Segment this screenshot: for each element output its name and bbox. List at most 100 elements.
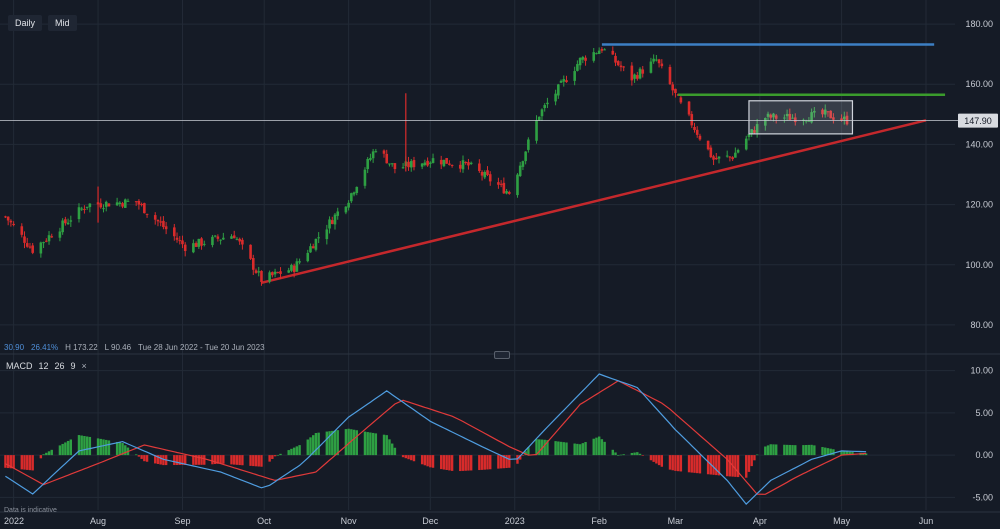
candle-body — [200, 238, 203, 246]
time-tick-label: 2023 — [505, 516, 525, 526]
candle-body — [483, 171, 487, 178]
candle-body — [317, 237, 320, 239]
candle-body — [58, 231, 62, 238]
macd-histogram-bar — [374, 433, 378, 456]
candle-body — [753, 130, 756, 133]
candle-body — [194, 243, 198, 247]
macd-histogram-bar — [728, 455, 732, 477]
macd-histogram-bar — [137, 455, 141, 457]
macd-histogram-bar — [652, 455, 655, 462]
candle-body — [810, 112, 813, 123]
macd-histogram-bar — [154, 455, 157, 464]
candle-body — [788, 113, 792, 120]
candle-body — [77, 207, 81, 220]
macd-label: MACD — [6, 361, 33, 371]
candle-body — [543, 105, 547, 109]
candle-body — [61, 220, 64, 233]
candle-body — [785, 113, 789, 117]
macd-slow: 26 — [54, 361, 65, 371]
macd-histogram-bar — [469, 455, 473, 471]
candle-body — [107, 203, 111, 207]
candle-body — [20, 226, 24, 235]
macd-histogram-bar — [573, 443, 576, 456]
macd-histogram-bar — [821, 447, 824, 456]
macd-histogram-bar — [344, 429, 348, 456]
macd-histogram-bar — [28, 455, 32, 471]
candle-body — [355, 186, 359, 193]
candle-body — [83, 208, 86, 210]
macd-histogram-bar — [715, 455, 718, 476]
macd-histogram-bar — [633, 452, 636, 456]
macd-histogram-bar — [363, 431, 367, 456]
candle-body — [772, 113, 775, 118]
macd-histogram-bar — [505, 455, 508, 468]
toolbar: Daily Mid — [8, 15, 77, 31]
candle-body — [371, 151, 375, 159]
candle-body — [390, 163, 394, 165]
candle-body — [295, 261, 299, 272]
consolidation-box — [748, 100, 854, 135]
macd-histogram-bar — [600, 439, 604, 456]
candle-body — [393, 163, 397, 170]
macd-histogram-bar — [121, 442, 124, 456]
candle-body — [497, 182, 500, 185]
candle-body — [412, 160, 416, 168]
candle-body — [736, 150, 740, 153]
time-tick-label: Sep — [174, 516, 190, 526]
macd-histogram-bar — [698, 455, 702, 474]
close-icon[interactable]: × — [81, 361, 87, 371]
candle-body — [755, 124, 759, 133]
macd-histogram-bar — [690, 455, 693, 473]
interval-button[interactable]: Daily — [8, 15, 43, 31]
candle-body — [488, 174, 492, 182]
candle-body — [469, 162, 473, 165]
candle-body — [633, 74, 636, 79]
candle-body — [366, 159, 369, 170]
macd-histogram-bar — [211, 455, 214, 465]
macd-histogram-bar — [619, 454, 623, 456]
candle-body — [616, 61, 620, 66]
macd-histogram-bar — [464, 455, 467, 471]
macd-histogram-bar — [26, 455, 29, 470]
macd-histogram-bar — [764, 446, 767, 456]
candle-body — [687, 101, 691, 115]
candle-body — [251, 258, 255, 270]
current-price-label: 147.90 — [964, 116, 992, 126]
macd-histogram-bar — [295, 446, 299, 456]
macd-histogram-bar — [687, 455, 691, 473]
time-tick-label: Mar — [668, 516, 684, 526]
candle-body — [352, 192, 356, 195]
pane-resize-handle[interactable] — [494, 351, 510, 359]
candle-body — [145, 213, 149, 215]
macd-histogram-bar — [559, 441, 563, 456]
macd-histogram-bar — [450, 455, 454, 471]
macd-histogram-bar — [42, 454, 45, 456]
candle-body — [674, 88, 677, 94]
macd-histogram-bar — [679, 455, 683, 472]
candle-body — [388, 163, 391, 165]
macd-histogram-bar — [268, 455, 271, 462]
price-type-button[interactable]: Mid — [48, 15, 77, 31]
macd-histogram-bar — [717, 455, 721, 476]
high-value: H 173.22 — [65, 343, 98, 352]
candle-body — [6, 216, 10, 221]
macd-histogram-bar — [734, 455, 737, 477]
macd-histogram-bar — [175, 455, 179, 465]
candle-body — [518, 165, 522, 177]
macd-histogram-bar — [6, 455, 10, 469]
candle-body — [314, 238, 318, 250]
macd-histogram-bar — [197, 455, 201, 465]
candle-body — [407, 161, 410, 168]
macd-histogram-bar — [641, 455, 644, 456]
macd-histogram-bar — [369, 432, 372, 456]
price-tick-label: 140.00 — [965, 139, 993, 149]
candle-body — [216, 236, 220, 239]
macd-histogram-bar — [467, 455, 470, 471]
macd-histogram-bar — [279, 453, 282, 456]
price-stats: 30.90 26.41% H 173.22 L 90.46 Tue 28 Jun… — [4, 343, 265, 352]
macd-histogram-bar — [614, 452, 617, 456]
macd-histogram-bar — [241, 455, 244, 466]
macd-histogram-bar — [657, 455, 661, 466]
macd-histogram-bar — [706, 455, 710, 475]
